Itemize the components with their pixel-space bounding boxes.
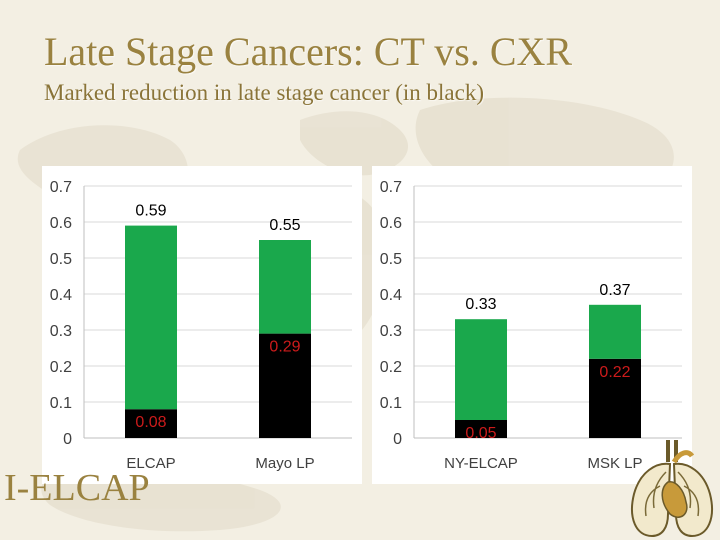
data-label-total: 0.55 [269,217,300,234]
chart-right-panel: 0 0.1 0.2 0.3 0.4 0.5 0.6 0.7 0.05 0.33 NY-ELCAP 0.… [372,166,692,484]
x-category-label: NY-ELCAP [444,455,518,472]
i-elcap-logo: I-ELCAP [4,467,150,509]
y-tick-label: 0.4 [380,287,402,304]
x-category-label: MSK LP [587,455,642,472]
data-label-total: 0.37 [599,282,630,299]
bar-late-stage [589,358,641,438]
data-label-total: 0.33 [465,296,496,313]
bar-total-remainder [125,225,177,410]
y-tick-label: 0.3 [50,323,72,340]
chart-left: 0 0.1 0.2 0.3 0.4 0.5 0.6 0.7 0.08 0.59 ELCAP 0.29 0… [50,179,352,472]
chart-right: 0 0.1 0.2 0.3 0.4 0.5 0.6 0.7 0.05 0.33 NY-ELCAP 0.… [380,179,682,472]
y-tick-label: 0.1 [380,395,402,412]
y-tick-label: 0.5 [50,251,72,268]
x-category-label: ELCAP [126,455,175,472]
chart-left-panel: 0 0.1 0.2 0.3 0.4 0.5 0.6 0.7 0.08 0.59 ELCAP 0.29 0… [42,166,362,484]
y-tick-label: 0.2 [380,359,402,376]
bar-total-remainder [455,319,507,420]
x-category-label: Mayo LP [255,455,314,472]
y-tick-label: 0.2 [50,359,72,376]
data-label-late: 0.05 [465,425,496,442]
y-tick-label: 0 [393,431,402,448]
slide-subtitle: Marked reduction in late stage cancer (i… [44,80,484,105]
y-tick-label: 0 [63,431,72,448]
bar-total-remainder [259,240,311,334]
data-label-late: 0.29 [269,339,300,356]
slide-title: Late Stage Cancers: CT vs. CXR [44,29,573,74]
data-label-late: 0.08 [135,414,166,431]
bar-late-stage [125,409,177,438]
y-tick-label: 0.1 [50,395,72,412]
y-tick-label: 0.6 [50,215,72,232]
bar-total-remainder [589,304,641,359]
bar-late-stage [455,420,507,438]
bar-late-stage [259,333,311,438]
y-tick-label: 0.4 [50,287,72,304]
lungs-illustration-icon [631,440,713,538]
y-tick-label: 0.6 [380,215,402,232]
y-tick-label: 0.5 [380,251,402,268]
y-tick-label: 0.7 [50,179,72,196]
data-label-total: 0.59 [135,203,166,220]
y-tick-label: 0.3 [380,323,402,340]
y-tick-label: 0.7 [380,179,402,196]
data-label-late: 0.22 [599,364,630,381]
